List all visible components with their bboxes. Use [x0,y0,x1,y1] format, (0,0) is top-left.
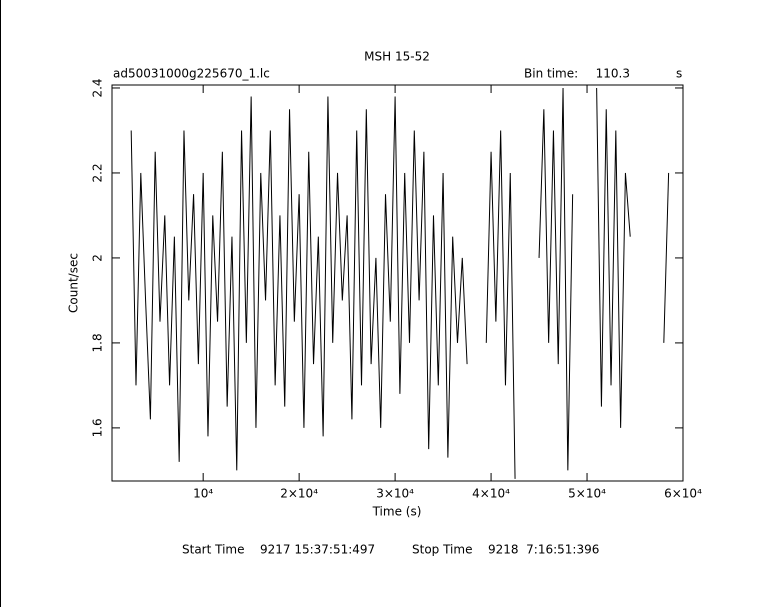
bin-time-unit: s [676,67,682,81]
x-tick-label: 10⁴ [193,487,213,501]
y-tick-label: 2.2 [91,163,105,182]
bin-time: 110.3 [596,67,630,81]
bin-time-label: Bin time: [524,67,578,81]
x-tick-label: 4×10⁴ [472,487,510,501]
x-axis-label: Time (s) [372,505,422,519]
x-tick-label: 6×10⁴ [664,487,702,501]
x-tick-label: 5×10⁴ [568,487,606,501]
stop-time-label: Stop Time [412,543,472,557]
y-tick-label: 2 [91,254,105,262]
file-name: ad50031000g225670_1.lc [113,67,270,81]
x-tick-label: 2×10⁴ [280,487,318,501]
y-tick-label: 1.6 [91,418,105,437]
stop-time: 9218 7:16:51:396 [488,543,599,557]
y-tick-label: 2.4 [91,78,105,97]
chart-title: MSH 15-52 [364,50,430,64]
light-curve [130,87,670,479]
x-tick-label: 3×10⁴ [376,487,414,501]
start-time-label: Start Time [182,543,245,557]
y-axis-label: Count/sec [67,253,81,313]
start-time: 9217 15:37:51:497 [260,543,375,557]
y-tick-label: 1.8 [91,333,105,352]
plot-frame [111,84,684,482]
